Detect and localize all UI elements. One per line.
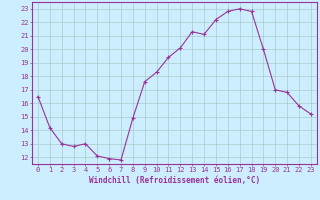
- X-axis label: Windchill (Refroidissement éolien,°C): Windchill (Refroidissement éolien,°C): [89, 176, 260, 185]
